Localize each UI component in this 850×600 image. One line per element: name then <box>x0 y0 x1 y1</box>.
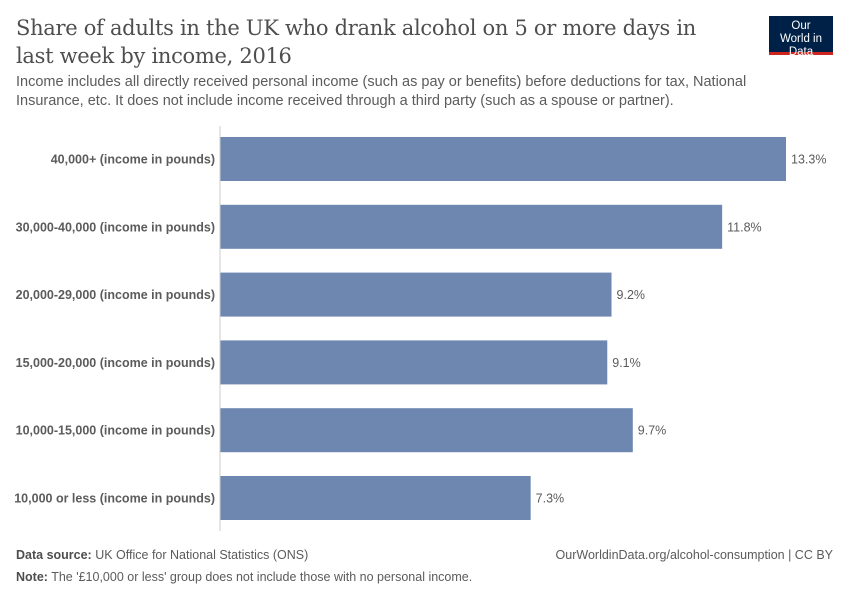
bar <box>220 272 612 317</box>
note: Note: The '£10,000 or less' group does n… <box>16 570 472 584</box>
owid-logo[interactable]: Our World in Data <box>769 16 833 58</box>
data-source: Data source: UK Office for National Stat… <box>16 548 308 562</box>
data-label: 7.3% <box>536 492 565 506</box>
category-label: 10,000 or less (income in pounds) <box>14 492 215 506</box>
note-text: The '£10,000 or less' group does not inc… <box>51 570 473 584</box>
category-label: 10,000-15,000 (income in pounds) <box>16 424 215 438</box>
bar <box>220 476 531 520</box>
chart-title: Share of adults in the UK who drank alco… <box>16 16 697 68</box>
data-label: 9.2% <box>617 288 646 302</box>
source-text: UK Office for National Statistics (ONS) <box>95 548 309 562</box>
category-label: 15,000-20,000 (income in pounds) <box>16 356 215 370</box>
category-label: 20,000-29,000 (income in pounds) <box>16 288 215 302</box>
logo-text: Our World in Data <box>780 20 822 58</box>
data-label: 9.1% <box>612 356 641 370</box>
data-label: 9.7% <box>638 424 667 438</box>
source-url-link[interactable]: OurWorldinData.org/alcohol-consumption |… <box>555 548 833 562</box>
category-label: 40,000+ (income in pounds) <box>51 153 215 167</box>
chart-subtitle: Income includes all directly received pe… <box>16 74 747 109</box>
source-label: Data source: <box>16 548 92 562</box>
bar <box>220 340 608 385</box>
data-label: 11.8% <box>727 220 762 234</box>
bar <box>220 408 633 453</box>
note-label: Note: <box>16 570 48 584</box>
bar <box>220 137 786 181</box>
bar <box>220 204 723 249</box>
category-label: 30,000-40,000 (income in pounds) <box>16 220 215 234</box>
data-label: 13.3% <box>791 153 826 167</box>
